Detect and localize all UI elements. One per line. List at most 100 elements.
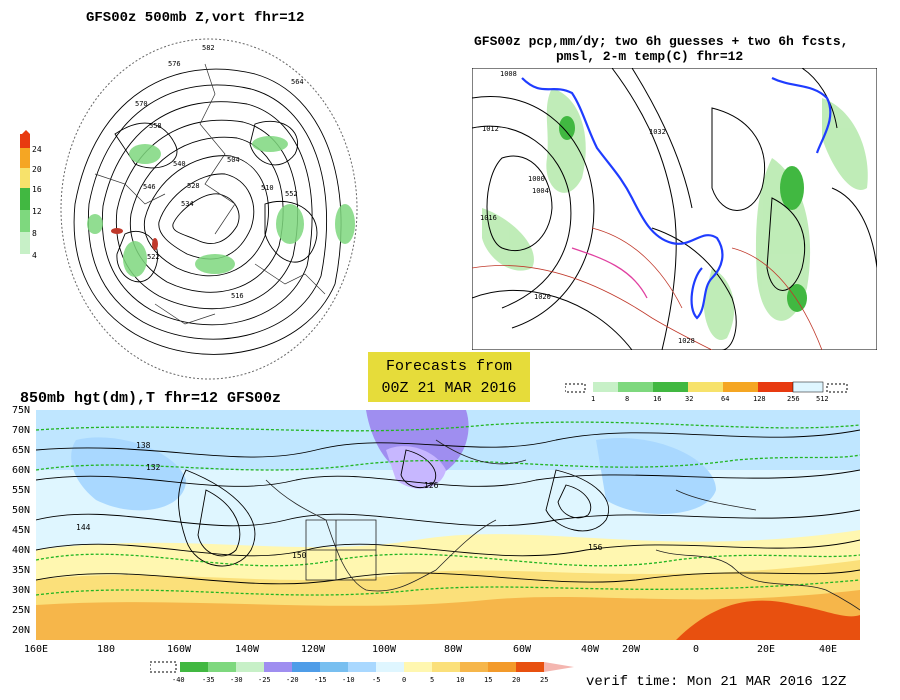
precip-pressure-1028: 1028 (678, 337, 695, 345)
temp-label: 10 (456, 676, 464, 684)
temp-bin (292, 662, 320, 672)
temp-label: 15 (484, 676, 492, 684)
polar-label-504: 504 (227, 156, 240, 164)
polar-label-558: 558 (149, 122, 162, 130)
vort-bin-16 (20, 168, 30, 188)
vort-label-4: 4 (32, 251, 37, 260)
lon-label: 180 (96, 644, 116, 655)
polar-label-534: 534 (181, 200, 194, 208)
forecast-init-line1: Forecasts from (385, 358, 513, 375)
precip-label-32: 32 (685, 395, 693, 403)
lat-label: 20N (11, 625, 30, 636)
hgt-label-156: 156 (588, 543, 603, 552)
temp-label: -25 (258, 676, 271, 684)
verif-time: verif time: Mon 21 MAR 2016 12Z (586, 674, 847, 690)
precip-label-256: 256 (787, 395, 800, 403)
temp-bin (180, 662, 208, 672)
temp-label: 0 (402, 676, 406, 684)
lat-label: 35N (11, 565, 30, 576)
polar-label-528: 528 (187, 182, 200, 190)
temp-label: -35 (202, 676, 215, 684)
lon-label: 60W (512, 644, 532, 655)
polar-label-576: 576 (168, 60, 181, 68)
hgt-label-150: 150 (292, 551, 307, 560)
vort-label-12: 12 (32, 207, 42, 216)
temp-bin (460, 662, 488, 672)
lat-label: 60N (11, 465, 30, 476)
temp-label: -40 (172, 676, 185, 684)
temp-label: 25 (540, 676, 548, 684)
title-precip: GFS00z pcp,mm/dy; two 6h guesses + two 6… (474, 34, 848, 64)
polar-500mb-map: 582 576 570 564 558 552 546 540 534 528 … (60, 38, 358, 380)
lat-label: 40N (11, 545, 30, 556)
temp-label: -20 (286, 676, 299, 684)
vort-label-8: 8 (32, 229, 37, 238)
polar-label-570: 570 (135, 100, 148, 108)
lat-label: 65N (11, 445, 30, 456)
vort-label-20: 20 (32, 165, 42, 174)
polar-label-546: 546 (143, 183, 156, 191)
precip-pressure-1004: 1004 (532, 187, 549, 195)
temp-bin (348, 662, 376, 672)
polar-label-552: 552 (285, 190, 298, 198)
temp-bin (376, 662, 404, 672)
hgt-label-126: 126 (424, 481, 439, 490)
forecast-init-line2: 00Z 21 MAR 2016 (381, 380, 517, 397)
lon-label: 40W (580, 644, 600, 655)
vort-bin-24 (20, 134, 30, 148)
lat-label: 50N (11, 505, 30, 516)
lon-label: 120W (300, 644, 326, 655)
temp-label: -30 (230, 676, 243, 684)
lat-label: 30N (11, 585, 30, 596)
temp-label: -10 (342, 676, 355, 684)
temp-label: -5 (372, 676, 380, 684)
polar-label-540: 540 (173, 160, 186, 168)
precip-label-16: 16 (653, 395, 661, 403)
lon-label: 100W (371, 644, 397, 655)
temp-bin (432, 662, 460, 672)
vort-label-24: 24 (32, 145, 42, 154)
title-precip-line2: pmsl, 2-m temp(C) fhr=12 (556, 49, 744, 64)
temp-colorbar-arrow (544, 662, 574, 672)
precip-bin-256 (792, 381, 824, 393)
precip-pressure-1000: 1000 (528, 175, 545, 183)
precip-bin-16 (653, 382, 688, 392)
precip-label-512: 512 (816, 395, 829, 403)
precip-colorbar: 1 8 16 32 64 128 256 512 (565, 381, 848, 403)
precip-pressure-1020: 1020 (534, 293, 551, 301)
temp-label: 20 (512, 676, 520, 684)
lat-label: 70N (11, 425, 30, 436)
polar-label-516: 516 (231, 292, 244, 300)
lon-label: 80W (443, 644, 463, 655)
lat-label: 45N (11, 525, 30, 536)
precip-label-64: 64 (721, 395, 729, 403)
title-850mb: 850mb hgt(dm),T fhr=12 GFS00z (20, 390, 282, 407)
vort-colorbar-arrow (22, 130, 30, 134)
temp-bin (516, 662, 544, 672)
precip-pressure-1012: 1012 (482, 125, 499, 133)
hgt-label-138: 138 (136, 441, 151, 450)
precip-pressure-1016: 1016 (480, 214, 497, 222)
precip-bin-8 (618, 382, 653, 392)
forecast-init-box: Forecasts from 00Z 21 MAR 2016 (368, 352, 530, 402)
precip-pmsl-map: 1008 1012 1000 1004 1016 1020 1028 1032 (472, 68, 877, 350)
polar-label-522: 522 (147, 253, 160, 261)
precip-label-128: 128 (753, 395, 766, 403)
vort-bin-20 (20, 148, 30, 168)
precip-bin-64 (723, 382, 758, 392)
vort-bin-12 (20, 188, 30, 210)
precip-bin-32 (688, 382, 723, 392)
temp-colorbar: -40 -35 -30 -25 -20 -15 -10 -5 0 5 10 15… (150, 661, 574, 684)
title-500mb: GFS00z 500mb Z,vort fhr=12 (86, 10, 305, 26)
lon-label: 160W (166, 644, 192, 655)
precip-pressure-1032: 1032 (649, 128, 666, 136)
vort-bin-4 (20, 232, 30, 254)
polar-label-582: 582 (202, 44, 215, 52)
precip-pressure-1008: 1008 (500, 70, 517, 78)
temp-bin (208, 662, 236, 672)
polar-label-510: 510 (261, 184, 274, 192)
hgt-label-132: 132 (146, 463, 161, 472)
lat-label: 75N (11, 405, 30, 416)
vort-label-16: 16 (32, 185, 42, 194)
precip-bin-128 (758, 382, 793, 392)
